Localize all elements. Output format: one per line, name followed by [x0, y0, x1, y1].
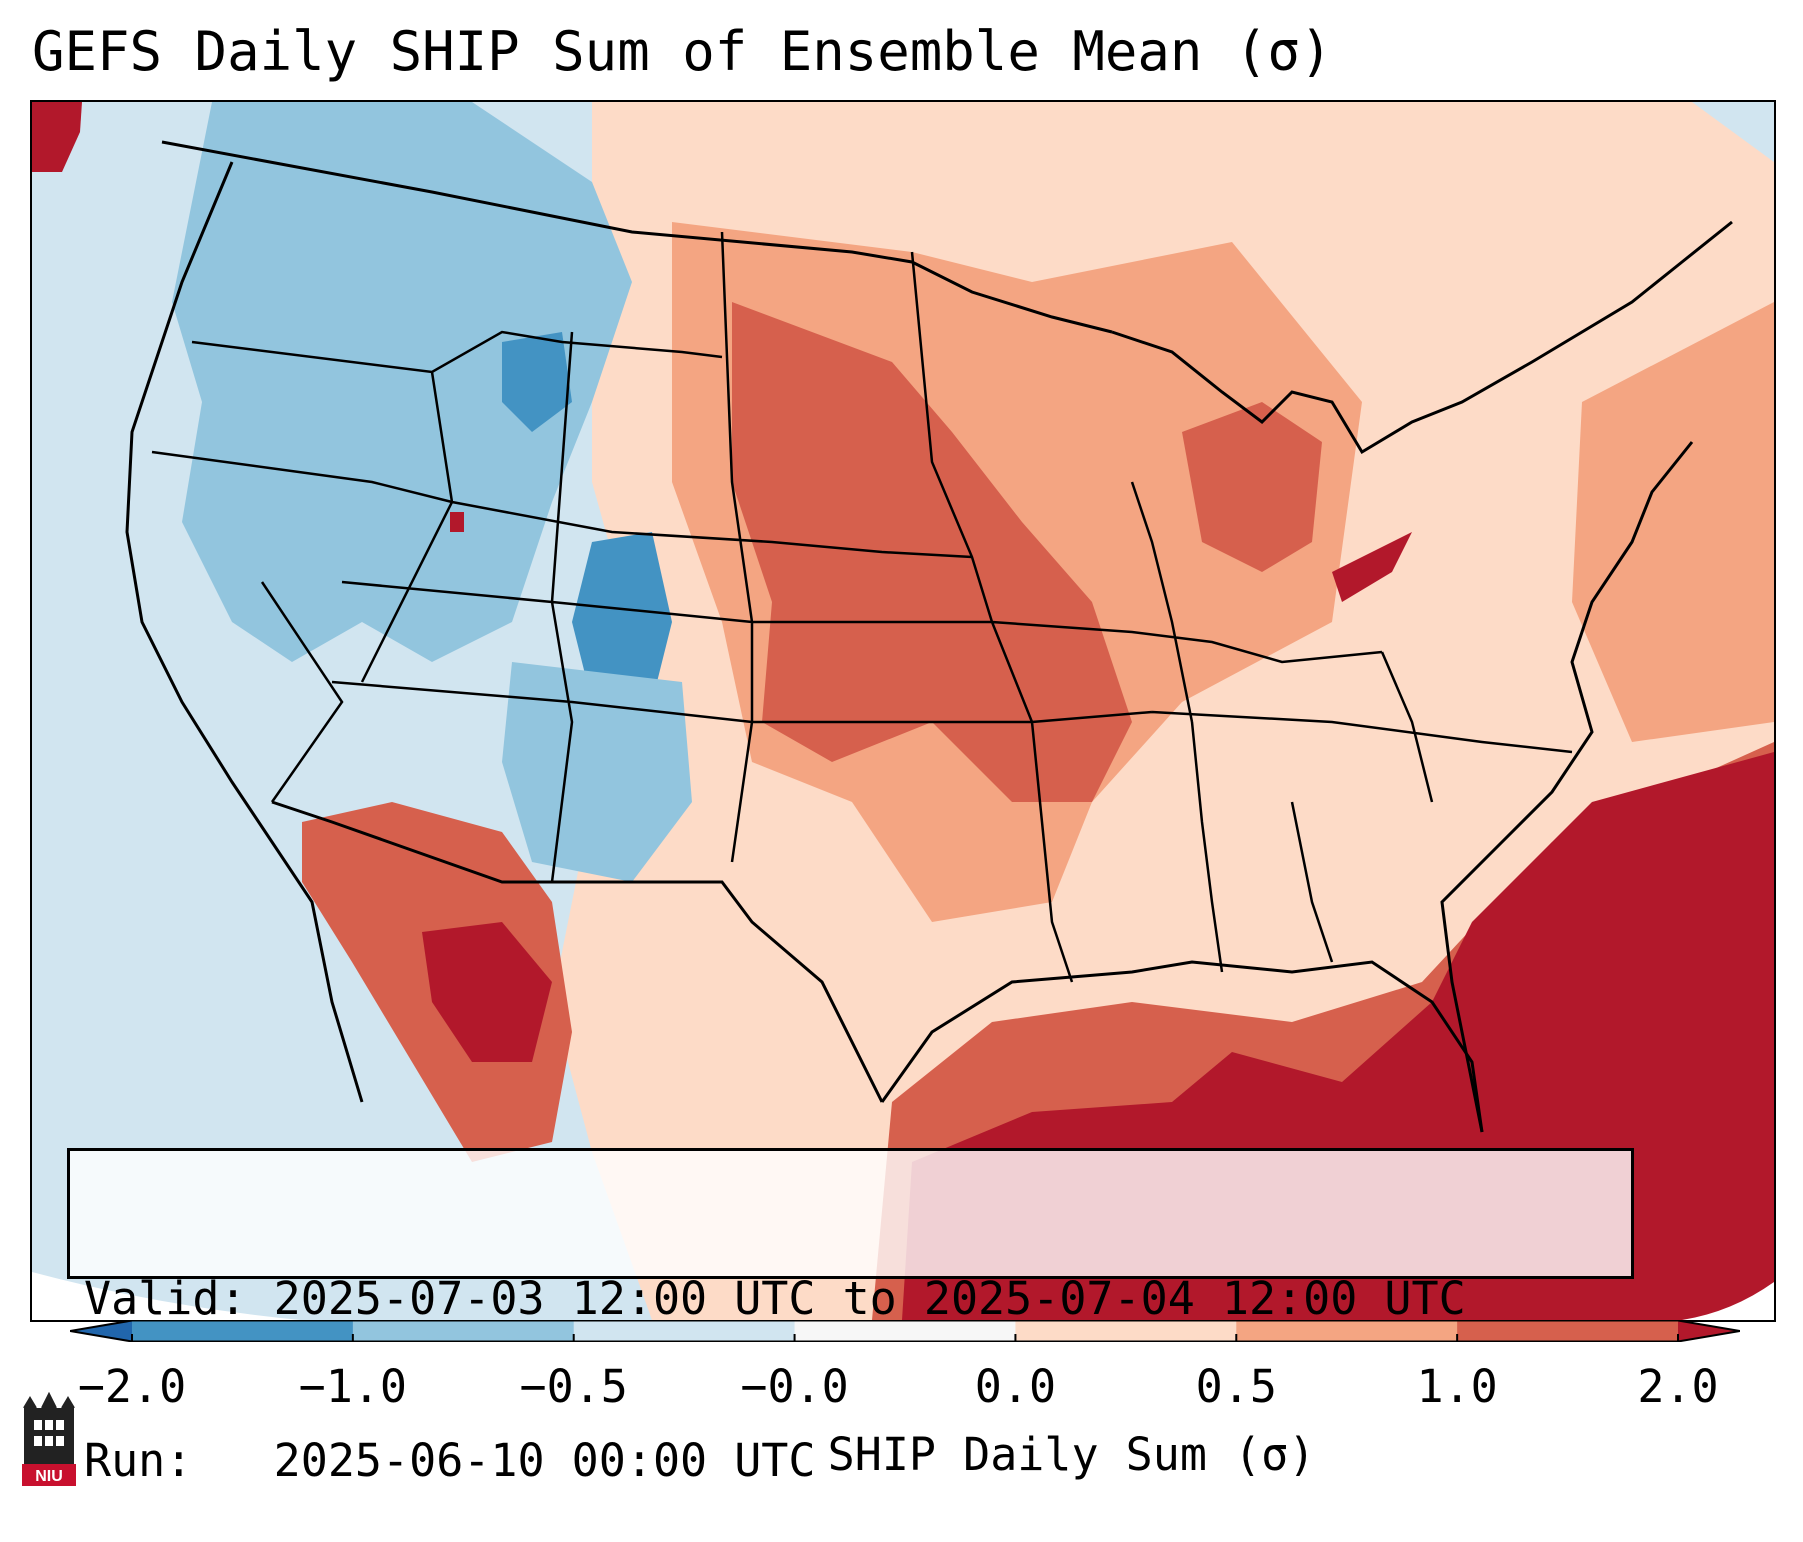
great-lakes-outline: [1111, 220, 1733, 455]
colorbar-tick-label: −0.0: [740, 1360, 849, 1413]
colorbar: [70, 1320, 1740, 1342]
us-mexico-border: [271, 800, 884, 1103]
colorbar-label: SHIP Daily Sum (σ): [0, 1428, 1803, 1482]
field-hot-lake-erie: [1332, 532, 1412, 602]
colorbar-bin: [1015, 1320, 1237, 1342]
atlantic-coast: [1440, 441, 1694, 1133]
colorbar-bin: [132, 1320, 354, 1342]
run-time-label: Run: 2025-06-10 00:00 UTC: [84, 1434, 816, 1487]
colorbar-tick-label: −2.0: [77, 1360, 187, 1413]
colorbar-tick-label: 0.0: [974, 1360, 1057, 1413]
valid-run-info-box: Valid: 2025-07-03 12:00 UTC to 2025-07-0…: [67, 1148, 1634, 1487]
colorbar-bin: [794, 1320, 1016, 1342]
field-warm-utah-dot: [450, 512, 464, 532]
field-cool-nm: [502, 662, 692, 882]
field-warm-lakes: [1182, 402, 1322, 572]
gulf-coast: [880, 960, 1484, 1133]
svg-text:NIU: NIU: [35, 1468, 63, 1485]
field-hot-nw-corner: [32, 102, 82, 172]
colorbar-tick-label: 1.0: [1416, 1360, 1498, 1413]
valid-time-label: Valid: 2025-07-03 12:00 UTC to 2025-07-0…: [84, 1272, 1466, 1325]
colorbar-extend-high: [1678, 1320, 1740, 1342]
field-warm-plains: [732, 302, 1132, 802]
colorbar-bin: [1457, 1320, 1679, 1342]
canada-us-border: [161, 140, 1113, 334]
projection-edge-right: [1682, 1282, 1774, 1320]
colorbar-tick-label: −1.0: [298, 1360, 408, 1413]
chart-title: GEFS Daily SHIP Sum of Ensemble Mean (σ): [32, 20, 1333, 83]
field-warm-atlantic-n: [1572, 302, 1774, 742]
heatmap-field: [32, 102, 1774, 1320]
field-cool-colorado: [572, 532, 672, 702]
colorbar-extend-low: [70, 1320, 132, 1342]
colorbar-tick-label: 2.0: [1637, 1360, 1719, 1413]
interstate-lines: [151, 231, 1573, 983]
colorbar-label-text: SHIP Daily Sum (σ): [827, 1428, 1316, 1481]
us-west-coast: [125, 161, 364, 1103]
colorbar-bin: [1236, 1320, 1458, 1342]
colorbar-tick-label: 0.5: [1195, 1360, 1277, 1413]
field-cool-northwest: [172, 102, 632, 662]
colorbar-bin: [352, 1320, 575, 1342]
field-hot-mexico: [422, 922, 552, 1062]
political-borders: [125, 140, 1733, 1133]
colorbar-bin: [573, 1320, 796, 1342]
colorbar-tick-label: −0.5: [519, 1360, 628, 1413]
field-cool-idaho: [502, 332, 572, 432]
map-panel: [30, 100, 1776, 1322]
niu-logo: NIU: [22, 1392, 76, 1486]
projection-edge: [32, 1272, 692, 1320]
